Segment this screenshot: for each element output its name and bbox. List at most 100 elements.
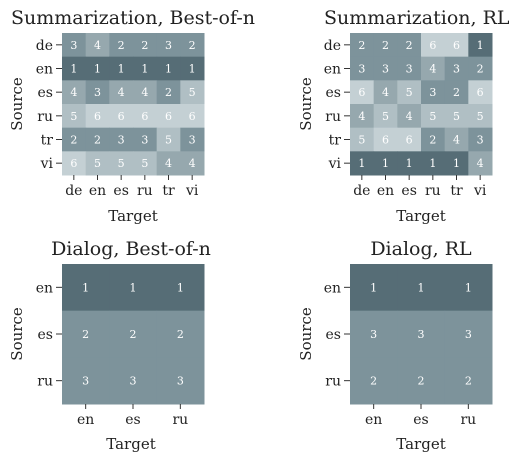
y-tick-label: de (324, 38, 341, 54)
heatmap-cell (109, 127, 134, 152)
heatmap-cell (468, 80, 493, 105)
heatmap-cell (350, 56, 375, 81)
heatmap-cell (373, 127, 398, 152)
cell-value-label: 1 (177, 281, 184, 294)
cell-value-label: 2 (382, 39, 389, 52)
x-axis-label: Target (396, 207, 445, 225)
heatmap-cell (373, 151, 398, 176)
cell-value-label: 2 (465, 375, 472, 388)
heatmap-cells (62, 264, 205, 405)
heatmap-cell (397, 33, 422, 58)
heatmap-cell (109, 264, 158, 312)
heatmap-cell (444, 80, 469, 105)
cell-value-label: 4 (406, 110, 413, 123)
heatmap-cells (350, 33, 493, 176)
cell-value-label: 4 (141, 86, 148, 99)
heatmap-cell (62, 151, 87, 176)
heatmap-cell (350, 310, 398, 358)
heatmap-cell (397, 357, 446, 405)
cell-value-label: 4 (429, 63, 436, 76)
heatmap-cell (421, 33, 446, 58)
heatmap-cell (397, 310, 446, 358)
cell-value-label: 6 (70, 157, 77, 170)
heatmap-cell (397, 151, 422, 176)
x-tick-label: vi (473, 183, 487, 199)
x-axis-label: Target (108, 207, 157, 225)
cell-value-label: 1 (82, 281, 89, 294)
cell-value-label: 4 (382, 86, 389, 99)
cell-value-label: 2 (141, 39, 148, 52)
heatmap-cell (85, 80, 110, 105)
heatmap-cell (180, 104, 205, 129)
heatmap-cell (133, 33, 158, 58)
heatmap-cell (350, 264, 398, 312)
y-axis-label: Source (8, 307, 26, 361)
heatmap-cell (468, 104, 493, 129)
cell-value-label: 1 (70, 63, 77, 76)
cell-value-label: 4 (94, 39, 101, 52)
cell-value-label: 6 (118, 110, 125, 123)
heatmap-cell (444, 151, 469, 176)
heatmap-cell (444, 127, 469, 152)
cell-value-label: 3 (94, 86, 101, 99)
cell-value-label: 5 (453, 110, 460, 123)
cell-value-label: 5 (118, 157, 125, 170)
cell-value-label: 1 (429, 157, 436, 170)
y-tick-label: ru (325, 109, 341, 125)
heatmap-cell (468, 56, 493, 81)
panel-title: Dialog, Best-of-n (51, 238, 211, 260)
heatmap-cell (85, 151, 110, 176)
heatmap-cell (350, 127, 375, 152)
heatmap-cell (444, 310, 493, 358)
heatmap-cell (180, 127, 205, 152)
cell-value-label: 5 (94, 157, 101, 170)
heatmap-cell (373, 33, 398, 58)
cell-value-label: 4 (358, 110, 365, 123)
heatmap-cell (350, 33, 375, 58)
cell-value-label: 6 (453, 39, 460, 52)
cell-value-label: 2 (94, 134, 101, 147)
heatmap-cell (133, 56, 158, 81)
x-tick-label: tr (162, 183, 175, 199)
cell-value-label: 4 (118, 86, 125, 99)
heatmap-cell (156, 310, 205, 358)
cell-value-label: 4 (165, 157, 172, 170)
cell-value-label: 2 (406, 39, 413, 52)
heatmap-cell (156, 127, 181, 152)
y-tick-label: tr (41, 133, 54, 149)
x-tick-label: ru (460, 412, 476, 428)
heatmap-cell (444, 33, 469, 58)
dialog-best-of-n-panel: Dialog, Best-of-n Source Target 1 1 1 2 2 2 3 3… (8, 238, 211, 453)
heatmap-cell (421, 80, 446, 105)
cell-value-label: 1 (465, 281, 472, 294)
heatmap-cell (156, 33, 181, 58)
cell-value-label: 5 (382, 110, 389, 123)
cell-value-label: 3 (418, 328, 425, 341)
cell-value-label: 3 (130, 375, 137, 388)
cell-value-label: 2 (429, 134, 436, 147)
y-tick-label: en (324, 280, 341, 296)
heatmap-cell (350, 80, 375, 105)
heatmap-cell (156, 357, 205, 405)
y-tick-label: es (38, 327, 53, 343)
y-axis-label: Source (297, 307, 315, 361)
y-tick-label: ru (37, 109, 53, 125)
cell-value-label: 2 (477, 63, 484, 76)
y-tick-label: es (38, 85, 53, 101)
cell-value-label: 2 (453, 86, 460, 99)
heatmap-cell (180, 33, 205, 58)
x-tick-label: ru (172, 412, 188, 428)
heatmap-cell (62, 264, 110, 312)
heatmap-cell (468, 33, 493, 58)
cell-value-label: 2 (165, 86, 172, 99)
y-tick-label: tr (329, 133, 342, 149)
cell-value-label: 4 (453, 134, 460, 147)
cell-value-label: 5 (189, 86, 196, 99)
cell-value-label: 3 (82, 375, 89, 388)
cell-value-label: 2 (118, 39, 125, 52)
dialog-rl-panel: Dialog, RL Source Target 1 1 1 3 3 3 2 2 2 en es ru… (297, 238, 493, 453)
cell-value-label: 4 (70, 86, 77, 99)
heatmap-cell (133, 127, 158, 152)
y-tick-label: de (36, 38, 53, 54)
